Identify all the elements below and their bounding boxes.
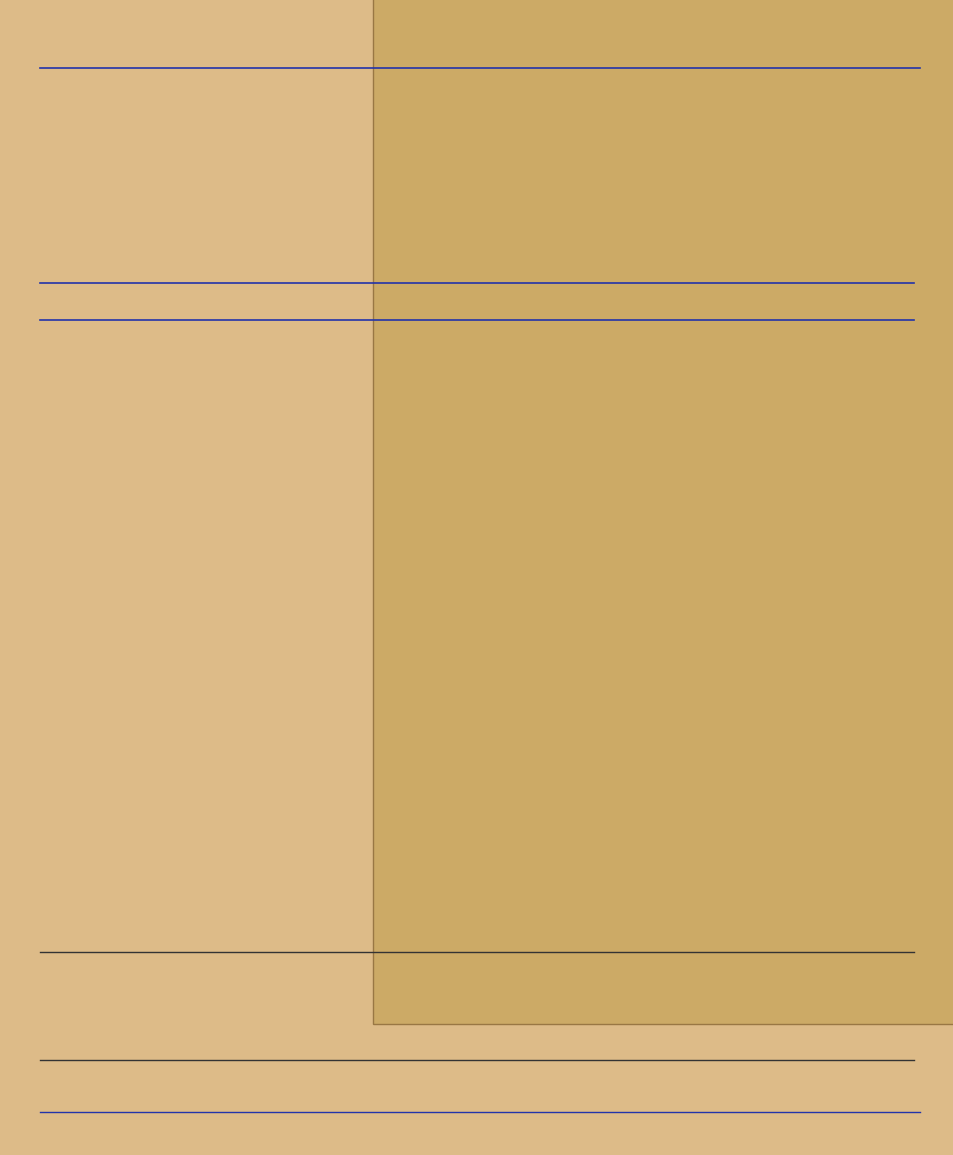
Polygon shape <box>609 710 669 880</box>
Polygon shape <box>253 710 669 755</box>
Circle shape <box>258 768 267 777</box>
Circle shape <box>296 770 299 774</box>
Circle shape <box>303 777 306 781</box>
Text: The cable used to connect the Ethernet card to a host (generally a Hub or Switch: The cable used to connect the Ethernet c… <box>45 362 627 478</box>
Circle shape <box>359 777 362 781</box>
Circle shape <box>345 763 348 767</box>
Circle shape <box>338 763 341 767</box>
Text: 45: 45 <box>896 1122 919 1139</box>
Text: Network cable with RJ-45 connectors: Network cable with RJ-45 connectors <box>234 897 471 910</box>
Text: →4.1: →4.1 <box>268 617 285 623</box>
Circle shape <box>338 784 341 788</box>
FancyBboxPatch shape <box>0 33 953 1155</box>
Text: →4.0: →4.0 <box>240 617 257 623</box>
Text: Using the Notebook PC: Using the Notebook PC <box>571 43 805 61</box>
Circle shape <box>374 784 376 788</box>
Text: !: ! <box>54 998 61 1013</box>
Circle shape <box>331 770 335 774</box>
Circle shape <box>374 777 376 781</box>
Circle shape <box>352 763 355 767</box>
Circle shape <box>303 784 306 788</box>
Polygon shape <box>450 660 470 670</box>
Text: LAN: LAN <box>106 677 136 690</box>
Circle shape <box>359 770 362 774</box>
Circle shape <box>331 784 335 788</box>
Polygon shape <box>253 755 609 880</box>
Text: Twisted-Pair Cable: Twisted-Pair Cable <box>45 333 262 353</box>
Circle shape <box>366 784 369 788</box>
Circle shape <box>366 770 369 774</box>
Circle shape <box>324 777 327 781</box>
Text: 1000BASE-T (or Gigabit) is only supported on selected models.: 1000BASE-T (or Gigabit) is only supporte… <box>78 288 597 303</box>
Circle shape <box>44 502 60 522</box>
FancyBboxPatch shape <box>88 35 953 1155</box>
Circle shape <box>366 763 369 767</box>
Text: larger of the two.: larger of the two. <box>76 702 172 711</box>
Circle shape <box>324 763 327 767</box>
Circle shape <box>374 763 376 767</box>
Circle shape <box>310 770 314 774</box>
Circle shape <box>359 784 362 788</box>
FancyBboxPatch shape <box>40 283 913 320</box>
Circle shape <box>359 763 362 767</box>
Circle shape <box>338 770 341 774</box>
Circle shape <box>331 763 335 767</box>
Circle shape <box>366 777 369 781</box>
Circle shape <box>345 770 348 774</box>
Circle shape <box>374 770 376 774</box>
FancyBboxPatch shape <box>40 952 913 1060</box>
Circle shape <box>352 770 355 774</box>
Text: Example of the Notebook PC connected to a Network Hub or Switch for use with the: Example of the Notebook PC connected to … <box>71 504 793 538</box>
Polygon shape <box>41 981 75 1018</box>
FancyBboxPatch shape <box>0 33 735 1155</box>
Circle shape <box>345 777 348 781</box>
Text: Network Hub or Switch: Network Hub or Switch <box>352 811 511 824</box>
Circle shape <box>317 784 320 788</box>
Circle shape <box>310 784 314 788</box>
Circle shape <box>317 777 320 781</box>
Circle shape <box>324 770 327 774</box>
FancyBboxPatch shape <box>0 33 789 1155</box>
Circle shape <box>37 81 57 105</box>
Text: Connect a network cable, with RJ-45 connectors on each end, to the modem/network: Connect a network cable, with RJ-45 conn… <box>45 116 760 251</box>
Circle shape <box>296 784 299 788</box>
Circle shape <box>324 784 327 788</box>
FancyBboxPatch shape <box>373 0 953 1023</box>
FancyBboxPatch shape <box>0 33 817 1155</box>
Text: WARNING!  Only use analog telephone outlets. The built-in modem does not support: WARNING! Only use analog telephone outle… <box>85 960 748 1019</box>
Circle shape <box>296 777 299 781</box>
Circle shape <box>331 777 335 781</box>
Circle shape <box>352 777 355 781</box>
Circle shape <box>317 763 320 767</box>
Circle shape <box>310 763 314 767</box>
Text: 4: 4 <box>879 10 929 80</box>
FancyBboxPatch shape <box>43 35 953 1155</box>
FancyBboxPatch shape <box>180 554 734 673</box>
FancyBboxPatch shape <box>187 560 727 576</box>
Circle shape <box>338 777 341 781</box>
Circle shape <box>296 763 299 767</box>
Text: Network Connection: Network Connection <box>65 80 319 100</box>
Text: connector is the: connector is the <box>76 690 166 699</box>
Circle shape <box>303 770 306 774</box>
Circle shape <box>345 784 348 788</box>
Circle shape <box>352 784 355 788</box>
Circle shape <box>303 763 306 767</box>
FancyBboxPatch shape <box>0 33 868 1155</box>
Circle shape <box>317 770 320 774</box>
